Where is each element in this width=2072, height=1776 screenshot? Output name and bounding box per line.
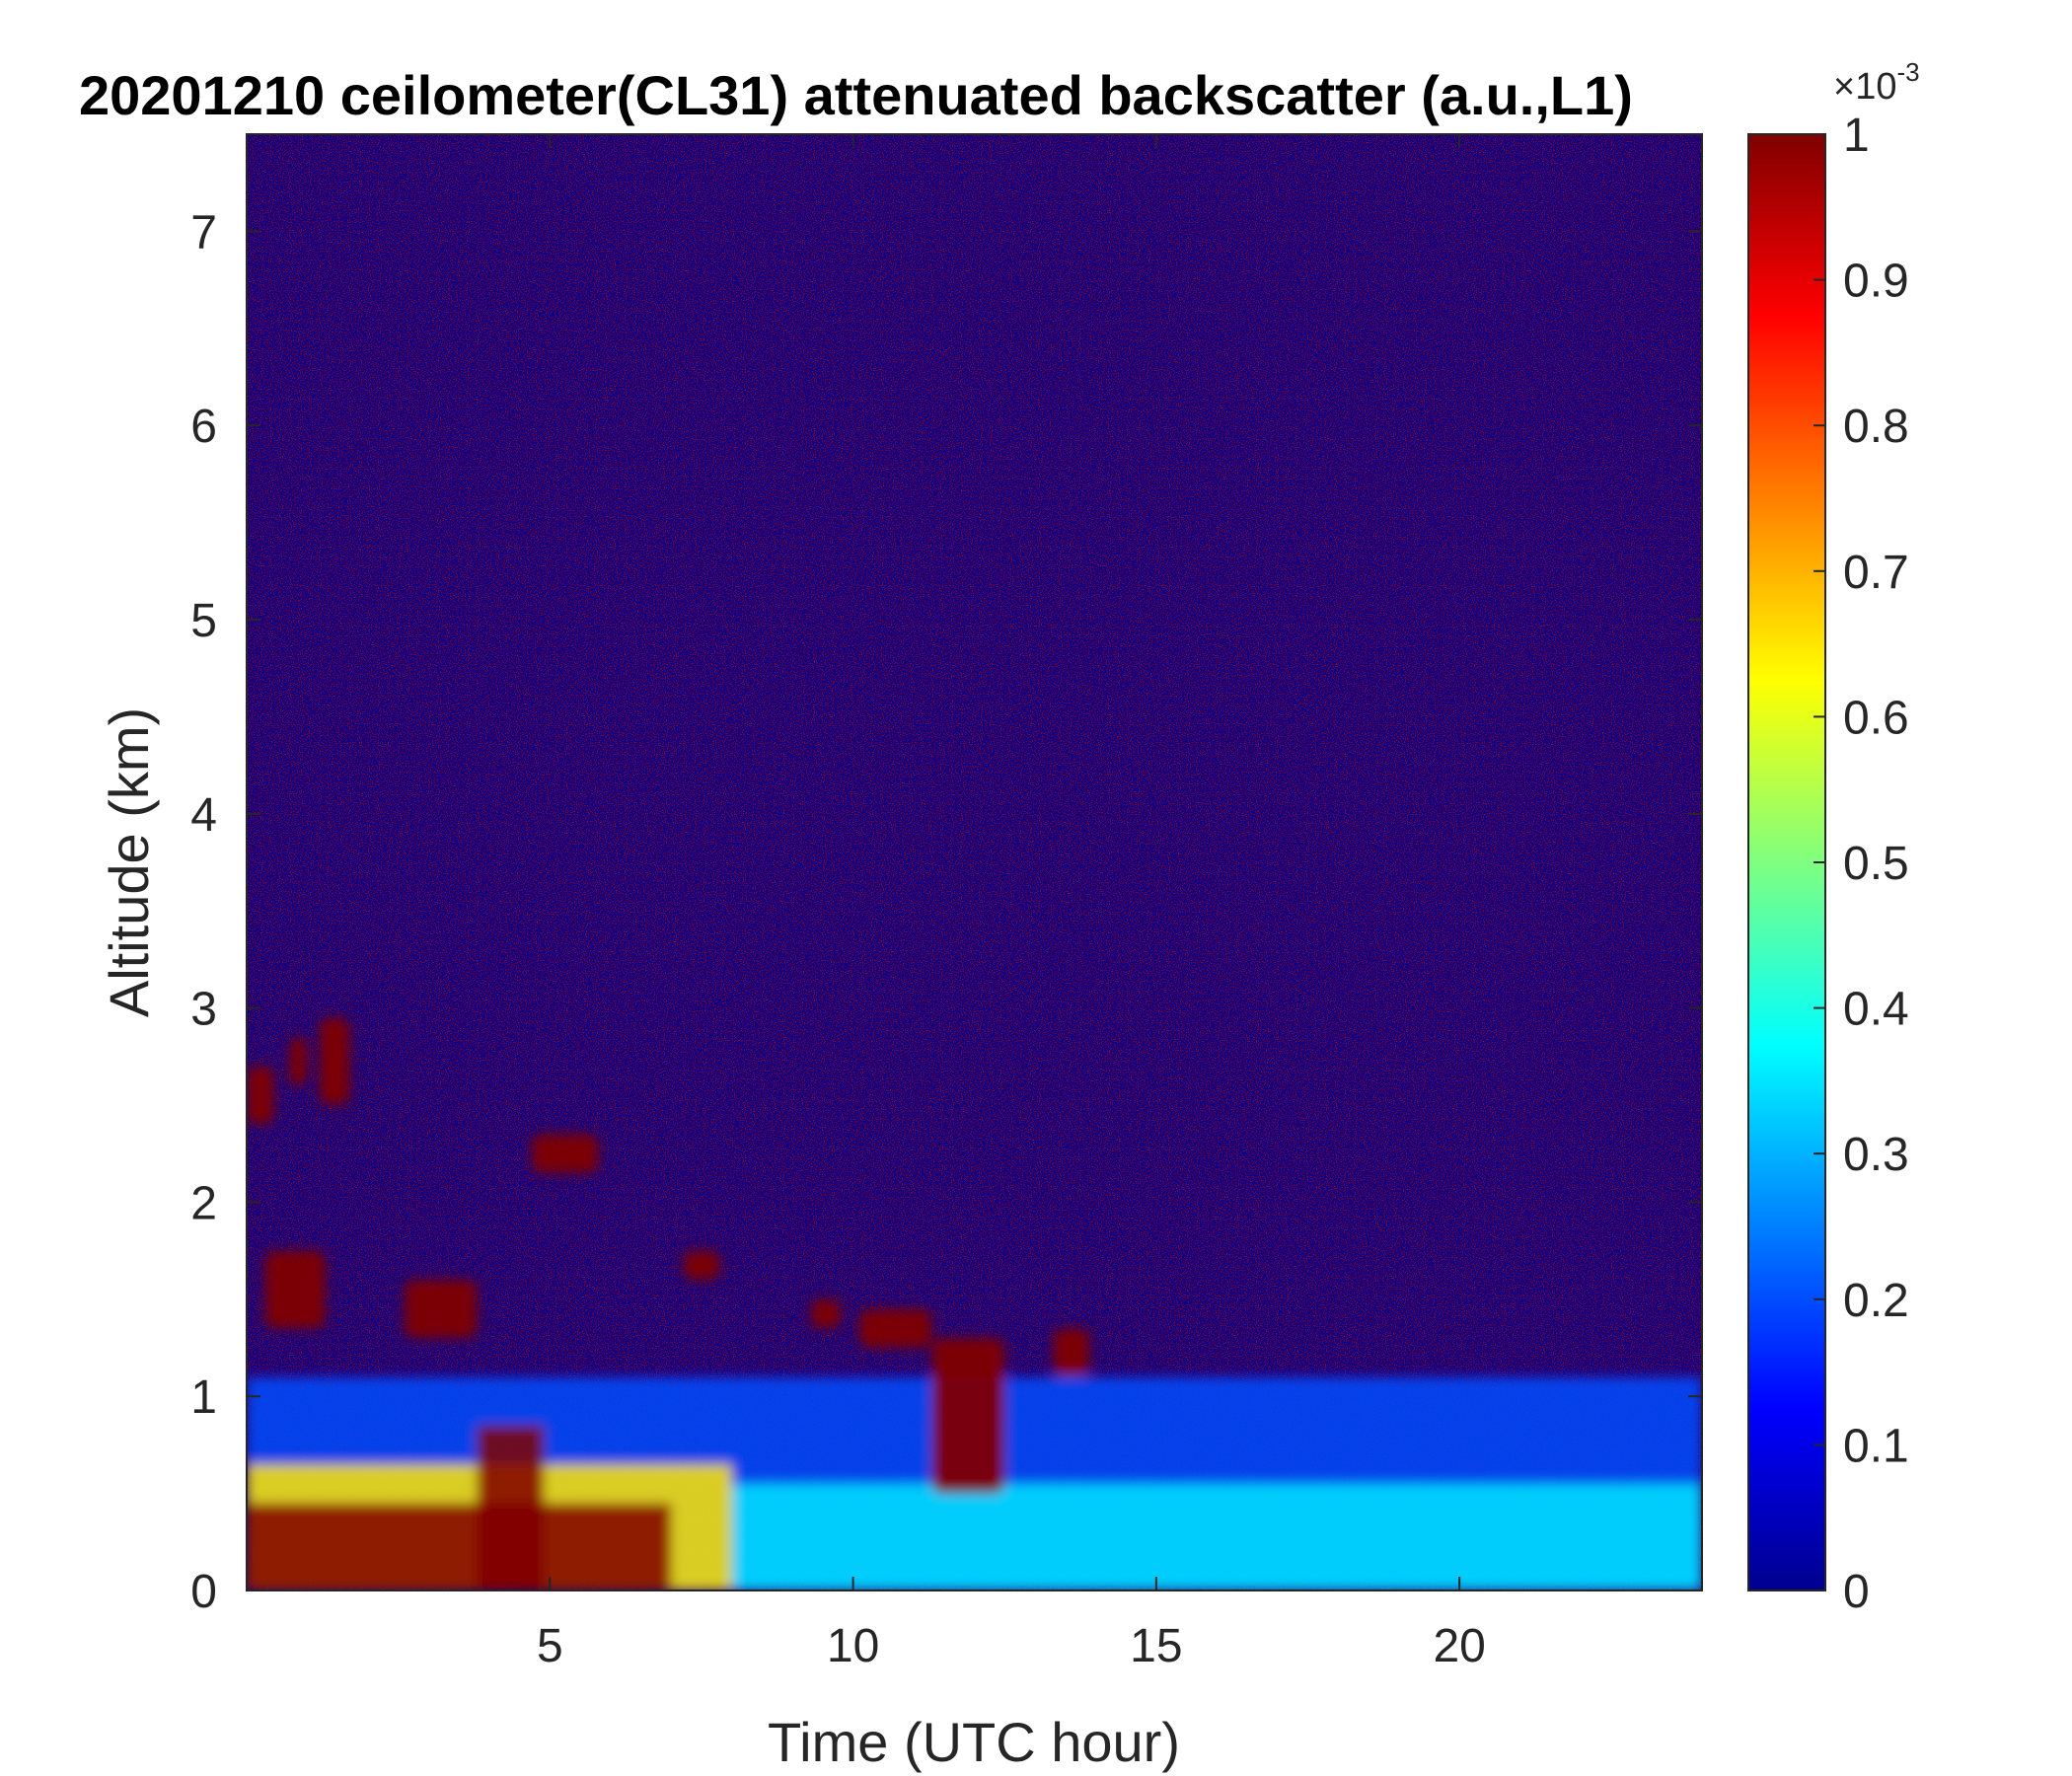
chart-title: 20201210 ceilometer(CL31) attenuated bac… bbox=[79, 64, 1633, 126]
x-tick-label: 10 bbox=[827, 1620, 879, 1672]
colorbar-tick-label: 0.6 bbox=[1843, 692, 1909, 744]
colorbar-tick-label: 0.8 bbox=[1843, 401, 1909, 453]
x-tick-label: 15 bbox=[1130, 1620, 1182, 1672]
colorbar-tick-label: 0.4 bbox=[1843, 984, 1909, 1036]
y-tick-label: 7 bbox=[190, 206, 217, 259]
colorbar-tick-label: 0 bbox=[1843, 1566, 1870, 1618]
colorbar-tick-label: 0.5 bbox=[1843, 838, 1909, 890]
plot-frame bbox=[246, 133, 1703, 1591]
y-tick-label: 4 bbox=[190, 789, 217, 842]
heatmap-feature bbox=[531, 1134, 599, 1173]
heatmap-feature bbox=[683, 1250, 720, 1281]
colorbar-ticks: 0 0.1 0.2 0.3 0.4 0.5 0.6 0.7 0.8 0.9 1 bbox=[1813, 110, 1909, 1618]
heatmap-feature bbox=[247, 1066, 274, 1125]
y-axis: 0 1 2 3 4 5 6 7 bbox=[190, 206, 1702, 1618]
colorbar-gradient bbox=[1747, 133, 1826, 1591]
colorbar-multiplier: ×10-3 bbox=[1833, 57, 1920, 108]
y-tick-label: 6 bbox=[190, 401, 217, 453]
x-tick-label: 20 bbox=[1433, 1620, 1485, 1672]
colorbar-tick-label: 0.3 bbox=[1843, 1129, 1909, 1181]
y-tick-label: 0 bbox=[190, 1566, 217, 1618]
y-axis-label: Altitude (km) bbox=[98, 707, 160, 1017]
colorbar: 0 0.1 0.2 0.3 0.4 0.5 0.6 0.7 0.8 0.9 1 ×10-3 bbox=[1747, 57, 1920, 1618]
heatmap-feature bbox=[404, 1280, 478, 1339]
colorbar-multiplier-base: ×10 bbox=[1833, 66, 1896, 108]
heatmap-feature bbox=[289, 1037, 308, 1086]
heatmap-feature bbox=[1053, 1328, 1090, 1377]
heatmap-feature bbox=[477, 1425, 545, 1591]
y-tick-label: 3 bbox=[190, 984, 217, 1036]
colorbar-tick-label: 0.2 bbox=[1843, 1275, 1909, 1327]
x-tick-label: 5 bbox=[537, 1620, 563, 1672]
heatmap-feature bbox=[247, 1503, 672, 1591]
colorbar-multiplier-exponent: -3 bbox=[1896, 57, 1919, 87]
heatmap-feature bbox=[931, 1338, 1005, 1494]
colorbar-tick-label: 1 bbox=[1843, 110, 1870, 162]
plot-area bbox=[247, 134, 1702, 1591]
y-tick-label: 2 bbox=[190, 1177, 217, 1229]
heatmap-feature bbox=[319, 1017, 350, 1105]
heatmap-feature bbox=[731, 1483, 1702, 1591]
colorbar-tick-label: 0.9 bbox=[1843, 256, 1909, 308]
colorbar-tick-label: 0.7 bbox=[1843, 547, 1909, 599]
x-axis-label: Time (UTC hour) bbox=[768, 1711, 1180, 1773]
feature-layer bbox=[247, 1017, 1702, 1591]
y-tick-label: 5 bbox=[190, 595, 217, 647]
heatmap-feature bbox=[264, 1250, 326, 1329]
heatmap-feature bbox=[810, 1298, 842, 1329]
colorbar-tick-label: 0.1 bbox=[1843, 1420, 1909, 1472]
x-axis: 5 10 15 20 bbox=[537, 134, 1486, 1672]
y-tick-label: 1 bbox=[190, 1371, 217, 1424]
heatmap-feature bbox=[858, 1308, 932, 1348]
